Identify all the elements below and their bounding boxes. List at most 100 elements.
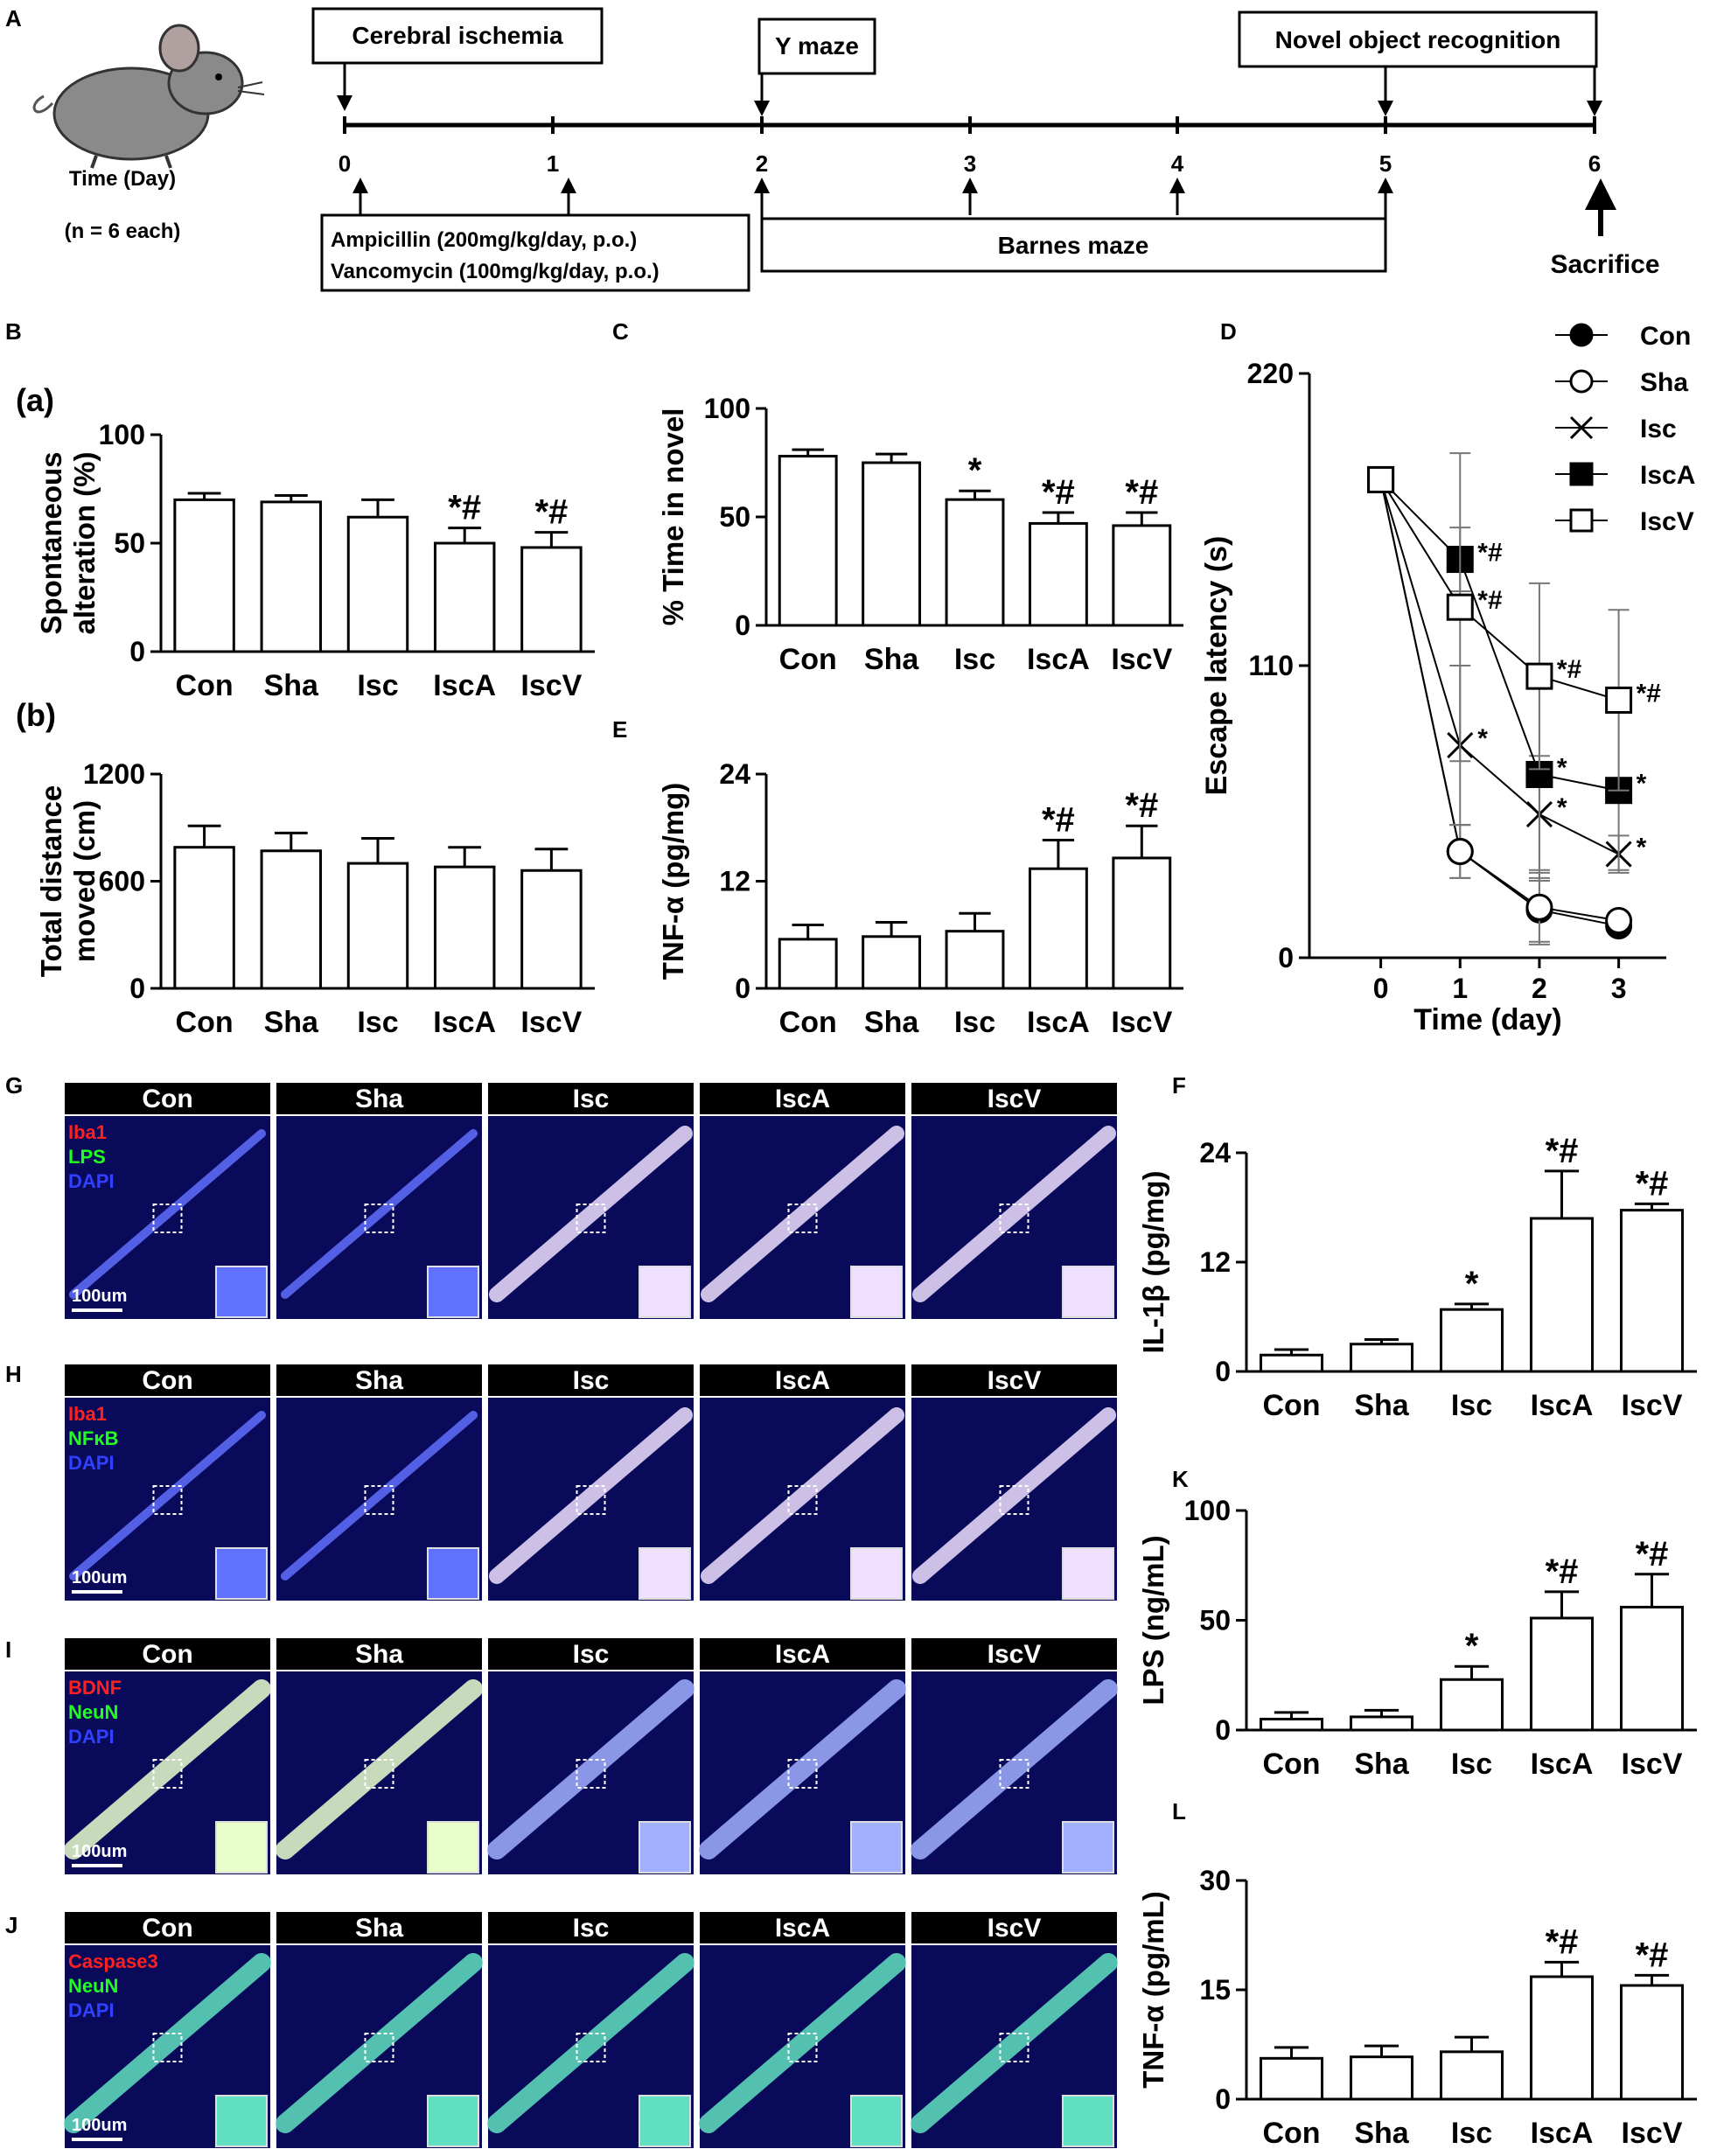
zoom-region — [576, 1485, 606, 1515]
zoom-region — [999, 1204, 1029, 1233]
cell-layer — [281, 1411, 478, 1580]
legend-label: IscA — [1640, 461, 1695, 490]
zoom-region — [364, 1204, 394, 1233]
tick-3: 3 — [964, 150, 976, 177]
zoom-region — [787, 1759, 818, 1789]
zoom-inset — [1062, 2095, 1114, 2147]
micrograph-panel: IscA — [699, 1912, 906, 2148]
micrograph-panel: Isc — [488, 1083, 694, 1319]
stain-label: NeuN — [68, 1975, 118, 1997]
x-tick-label: 2 — [1532, 973, 1547, 1004]
micrograph-header — [488, 1638, 694, 1670]
micrograph-header — [65, 1912, 270, 1943]
box-ymaze: Y maze — [775, 32, 859, 59]
stain-label: NeuN — [68, 1701, 118, 1723]
series-isca: *# * * — [1367, 465, 1647, 882]
data-point — [1605, 686, 1633, 714]
zoom-inset — [639, 1821, 691, 1873]
category-label: IscA — [433, 669, 496, 702]
significance-mark: *# — [1042, 473, 1075, 512]
significance-mark: *# — [1546, 1132, 1579, 1170]
significance-mark: *# — [1546, 1552, 1579, 1591]
box-barnes: Barnes maze — [998, 232, 1149, 259]
category-label: Sha — [264, 1006, 319, 1039]
bar-chart-c: 0 50 100 % Time in novel Con Sha * Isc *# IscA *# I… — [657, 393, 1183, 676]
micrograph-header-label: IscA — [775, 1085, 830, 1113]
category-label: IscV — [1622, 1389, 1683, 1422]
legend-label: Sha — [1640, 368, 1688, 397]
bar-sha — [1349, 1715, 1414, 1732]
zoom-inset — [1062, 1266, 1114, 1318]
data-point — [1569, 508, 1594, 533]
bar-con — [1259, 1353, 1324, 1373]
significance-mark: * — [1637, 834, 1647, 862]
y-tick-label: 12 — [1199, 1246, 1231, 1278]
micrograph-header — [276, 1364, 482, 1396]
micrograph-header-label: Sha — [355, 1366, 403, 1395]
category-label: Isc — [357, 669, 398, 702]
significance-mark: *# — [1042, 801, 1075, 840]
time-day-label: Time (Day) — [69, 167, 176, 191]
cell-layer — [487, 1953, 694, 2133]
data-point — [1367, 465, 1395, 493]
box-ischemia: Cerebral ischemia — [352, 22, 563, 49]
legend-label: Isc — [1640, 415, 1677, 443]
stain-label: DAPI — [68, 1726, 115, 1748]
y-axis-label: moved (cm) — [68, 800, 101, 962]
category-label: Sha — [1354, 1389, 1409, 1422]
significance-mark: *# — [1125, 473, 1158, 512]
micrograph-header-label: Con — [142, 1914, 192, 1943]
stain-label: Iba1 — [68, 1403, 107, 1425]
bar-isc — [346, 862, 409, 990]
scale-bar-label: 100um — [72, 1568, 127, 1587]
legend: Con Sha Isc IscA IscV — [1555, 322, 1695, 536]
data-point — [1569, 323, 1594, 347]
micrograph-header-label: IscA — [775, 1366, 830, 1395]
micrograph-header-label: IscV — [988, 1366, 1042, 1395]
significance-mark: *# — [1636, 1535, 1669, 1573]
cell-layer — [276, 1953, 483, 2133]
bar-con — [173, 846, 235, 990]
bar-con — [1259, 1717, 1324, 1732]
y-tick-label: 0 — [735, 610, 750, 641]
micrograph-header — [911, 1364, 1117, 1396]
zoom-inset — [427, 1547, 479, 1600]
stain-label: DAPI — [68, 1170, 115, 1192]
significance-mark: * — [1557, 753, 1567, 782]
cell-layer — [64, 1679, 271, 1859]
micrograph-panel: IscV — [911, 1364, 1117, 1601]
cell-layer — [911, 1679, 1118, 1859]
zoom-region — [152, 2033, 183, 2062]
y-tick-label: 100 — [704, 393, 750, 424]
category-label: Sha — [1354, 1748, 1409, 1781]
cell-layer — [281, 1129, 478, 1299]
y-tick-label: 50 — [114, 527, 145, 559]
sublabel-a: (a) — [16, 382, 54, 418]
y-tick-label: 110 — [1248, 650, 1294, 681]
micrograph-header — [700, 1638, 905, 1670]
tick-6: 6 — [1588, 150, 1601, 177]
significance-mark: *# — [1477, 539, 1503, 568]
y-tick-label: 12 — [719, 866, 750, 897]
box-nor: Novel object recognition — [1275, 26, 1561, 53]
category-label: IscA — [433, 1006, 496, 1039]
line-chart-d: 0 110 220 0 1 2 3 Time (day) Escape latency (s) *… — [1200, 322, 1695, 1036]
micrograph-header — [488, 1364, 694, 1396]
category-label: Isc — [1451, 2117, 1492, 2150]
micrograph-header-label: IscV — [988, 1640, 1042, 1669]
legend-label: IscV — [1640, 507, 1694, 536]
bar-chart-bb: 0 600 1200 Total distance moved (cm) Con Sha Is… — [35, 758, 595, 1039]
bar-chart-k: 0 50 100 LPS (ng/mL) Con Sha * Isc *# IscA *# IscV — [1137, 1495, 1697, 1781]
significance-mark: *# — [1637, 679, 1662, 708]
cell-layer — [487, 1679, 694, 1859]
zoom-region — [999, 1759, 1029, 1789]
y-tick-label: 24 — [1199, 1137, 1231, 1169]
bar-isca — [1028, 521, 1088, 627]
bar-isc — [945, 930, 1005, 990]
significance-mark: * — [1465, 1265, 1479, 1303]
y-tick-label: 600 — [99, 866, 145, 897]
micrograph-header-label: IscV — [988, 1085, 1042, 1113]
